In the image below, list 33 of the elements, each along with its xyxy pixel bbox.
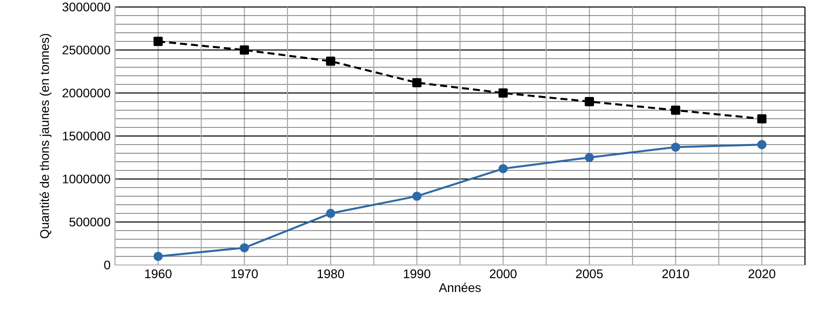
point <box>757 114 766 124</box>
point <box>757 140 766 150</box>
point <box>412 192 422 201</box>
y-tick-label: 3000000 <box>62 2 110 12</box>
point <box>498 164 508 174</box>
x-axis-title: Années <box>438 282 481 292</box>
x-tick-label: 1990 <box>404 269 430 278</box>
y-tick-label: 1500000 <box>62 132 110 140</box>
y-axis-title: Quantité de thons jaunes (en tonnes) <box>40 34 52 238</box>
point <box>240 45 249 55</box>
y-tick-label: 0 <box>104 260 110 270</box>
y-tick-label: 2500000 <box>62 46 110 54</box>
y-tick-label: 500000 <box>69 218 110 226</box>
x-tick-label: 2010 <box>662 269 690 278</box>
x-tick-label: 1960 <box>145 269 172 278</box>
point <box>154 252 163 261</box>
x-tick-label: 2020 <box>748 269 776 278</box>
y-tick-label: 2000000 <box>62 88 110 98</box>
y-tick-label: 1000000 <box>62 174 110 184</box>
point <box>584 152 594 162</box>
point <box>412 78 422 88</box>
point <box>584 96 594 106</box>
point <box>671 106 680 115</box>
x-tick-label: 2000 <box>490 269 517 278</box>
x-tick-label: 1980 <box>318 269 344 278</box>
point <box>154 36 163 46</box>
point <box>240 243 249 252</box>
point <box>326 56 336 66</box>
x-tick-label: 1970 <box>231 269 258 278</box>
point <box>326 208 336 218</box>
x-tick-label: 2005 <box>576 269 603 278</box>
point <box>671 142 680 152</box>
point <box>498 88 508 98</box>
